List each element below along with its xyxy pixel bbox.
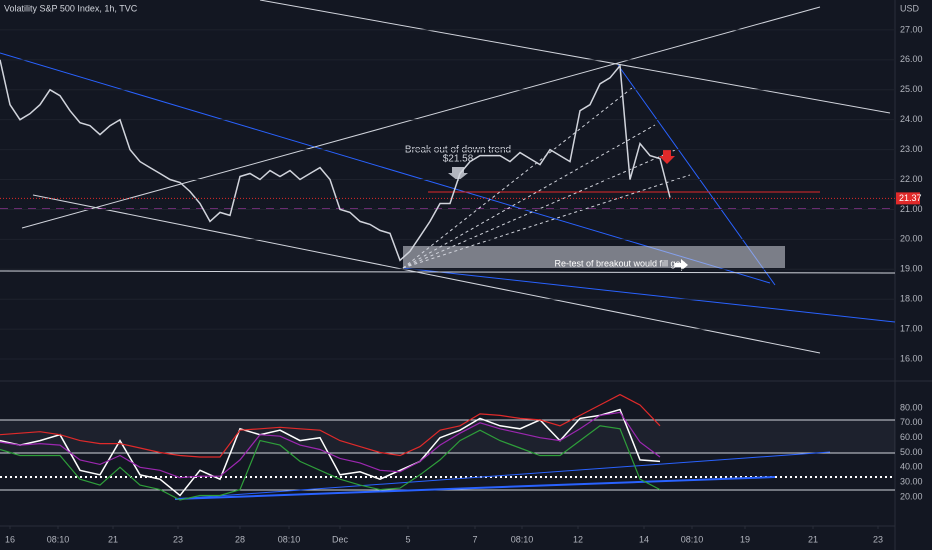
x-tick-label: 08:10 xyxy=(47,534,70,544)
y-tick-label: 25.00 xyxy=(900,84,923,94)
y-tick-label: 26.00 xyxy=(900,54,923,64)
x-tick-label: 21 xyxy=(108,534,118,544)
y-tick-label: 22.00 xyxy=(900,174,923,184)
y-tick-label: 19.00 xyxy=(900,264,923,274)
x-tick-label: 12 xyxy=(573,534,583,544)
series-line xyxy=(0,59,671,262)
series-line xyxy=(0,408,661,497)
x-tick-label: 08:10 xyxy=(278,534,301,544)
y-tick-label: 17.00 xyxy=(900,324,923,334)
y-tick-label: 50.00 xyxy=(900,447,923,457)
series-line xyxy=(0,425,661,501)
fan-line xyxy=(402,124,656,269)
osc-band xyxy=(0,420,895,453)
arrow-down xyxy=(659,150,675,164)
channel-line xyxy=(32,194,821,354)
y-tick-label: 70.00 xyxy=(900,417,923,427)
y-tick-label: 16.00 xyxy=(900,353,923,363)
x-tick-label: 7 xyxy=(472,534,477,544)
series-line xyxy=(0,393,661,458)
osc-trend xyxy=(174,476,776,500)
trend-line xyxy=(402,267,896,323)
annotation: Re-test of breakout would fill gap xyxy=(554,258,685,268)
annotation: Break out of down trend xyxy=(405,145,511,156)
y-tick-label: 27.00 xyxy=(900,24,923,34)
chart-title: Volatility S&P 500 Index, 1h, TVC xyxy=(4,3,138,13)
y-tick-label: 40.00 xyxy=(900,462,923,472)
y-tick-label: 60.00 xyxy=(900,432,923,442)
y-tick-label: 20.00 xyxy=(900,234,923,244)
x-tick-label: 14 xyxy=(639,534,649,544)
gap-box xyxy=(403,246,785,268)
fan-line xyxy=(402,87,633,269)
last-price-label: 21.37 xyxy=(899,193,922,203)
currency: USD xyxy=(900,3,920,13)
series-line xyxy=(0,411,661,479)
arrow-right xyxy=(675,259,688,271)
x-tick-label: Dec xyxy=(332,534,349,544)
channel-line xyxy=(21,6,821,229)
x-tick-label: 28 xyxy=(235,534,245,544)
x-tick-label: 08:10 xyxy=(511,534,534,544)
support-line xyxy=(0,270,896,274)
y-tick-label: 80.00 xyxy=(900,402,923,412)
y-tick-label: 30.00 xyxy=(900,477,923,487)
y-tick-label: 21.00 xyxy=(900,204,923,214)
channel-line xyxy=(259,0,891,114)
drawings xyxy=(0,0,896,500)
annotation: $21.58 xyxy=(443,154,474,165)
x-tick-label: 21 xyxy=(808,534,818,544)
last-price-tag xyxy=(896,192,920,205)
x-tick-label: 08:10 xyxy=(681,534,704,544)
x-tick-label: 5 xyxy=(405,534,410,544)
x-tick-label: 19 xyxy=(740,534,750,544)
y-tick-label: 20.00 xyxy=(900,491,923,501)
y-tick-label: 23.00 xyxy=(900,144,923,154)
x-tick-label: 23 xyxy=(873,534,883,544)
osc-trend xyxy=(174,451,831,500)
y-tick-label: 24.00 xyxy=(900,114,923,124)
x-tick-label: 16 xyxy=(5,534,15,544)
y-tick-label: 18.00 xyxy=(900,294,923,304)
x-tick-label: 23 xyxy=(173,534,183,544)
trend-line xyxy=(0,52,771,284)
